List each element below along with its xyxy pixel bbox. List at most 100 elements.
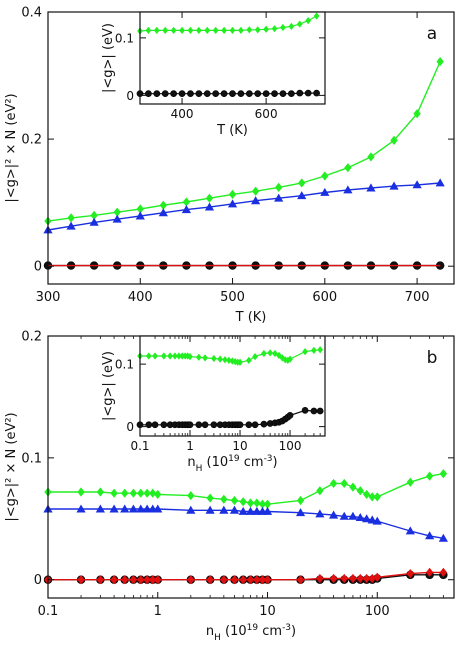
data-point-blue [153,504,163,513]
data-point-red [296,575,305,585]
data-point-green [253,498,261,508]
x-tick-label: 100 [365,604,390,619]
data-point-green [149,488,157,498]
data-point-green [263,25,270,33]
data-point-green [137,488,145,498]
data-point-blue [438,533,448,542]
data-point-green [182,197,191,207]
data-point-green [222,356,228,364]
x-tick-label: 0.1 [38,604,59,619]
data-point-green [406,477,415,487]
data-point-green [220,494,228,504]
data-point-blue [355,512,365,522]
data-point-red [121,575,129,585]
data-point-green [187,26,194,34]
data-point-green [439,469,448,479]
data-point-green [413,109,421,119]
data-point-green [110,488,118,498]
data-point-green [217,355,224,363]
x-tick-label: 1 [186,439,194,453]
data-point-red [368,573,376,584]
series-line-black [140,92,317,95]
data-point-green [239,497,247,507]
data-point-blue [297,191,307,200]
data-point-blue [343,185,353,194]
y-tick-label: 0.1 [21,451,42,466]
data-point-green [245,356,252,364]
data-point-red [373,572,381,582]
data-point-green [246,498,255,508]
data-point-black [286,412,294,419]
data-point-green [160,352,167,360]
data-point-red [425,567,434,578]
series-line-green [48,473,444,505]
data-point-blue [315,509,325,518]
data-point-green [251,186,260,196]
x-tick-label: 600 [312,290,337,305]
data-point-black [145,90,152,98]
data-point-green [172,352,178,360]
data-point-green [321,171,329,181]
x-tick-label: 600 [255,107,278,121]
data-point-green [205,193,214,203]
data-point-red [362,573,371,584]
data-point-green [302,348,308,356]
x-tick-label: 0.1 [130,439,149,453]
data-point-red [137,575,145,585]
data-point-black [237,90,245,98]
data-point-green [176,352,182,360]
panel-label: a [427,24,437,44]
data-point-green [228,189,237,199]
inset-background [140,336,325,436]
data-point-black [296,89,304,97]
data-point-green [154,489,162,500]
data-point-red [263,575,272,585]
data-point-green [373,492,381,502]
data-point-black [210,421,218,429]
data-point-blue [76,504,86,513]
data-point-blue [274,193,284,202]
x-tick-label: 400 [128,290,153,305]
data-point-black [153,90,161,98]
data-point-green [179,26,185,34]
data-point-blue [95,504,105,513]
y-axis-label: |<g>|² × N (eV²) [4,412,19,521]
data-point-black [262,90,270,98]
x-tick-label: 100 [279,439,302,453]
data-point-black [229,90,236,98]
data-point-green [316,486,324,496]
data-point-green [67,213,75,223]
data-point-red [110,575,118,585]
data-point-black [220,90,228,98]
data-point-green [113,207,121,217]
data-point-black [271,90,278,98]
data-point-green [252,353,258,361]
inset-x-axis-label: T (K) [216,123,248,138]
y-tick-label: 0.2 [21,133,42,148]
data-point-black [145,421,153,429]
y-axis-label: |<g>|² × N (eV²) [4,93,19,202]
y-tick-label: 0 [34,260,42,275]
data-point-green [390,135,398,145]
x-tick-label: 10 [259,604,276,619]
data-point-blue [227,199,238,208]
data-point-red [206,575,214,585]
y-tick-label: 0.1 [115,358,134,372]
data-point-green [162,26,169,34]
data-point-blue [372,516,382,525]
data-point-blue [362,514,372,523]
data-point-green [258,499,267,509]
series-line-blue [47,182,441,231]
data-point-blue [135,211,145,220]
data-point-green [254,26,261,34]
data-point-blue [366,183,376,192]
data-point-green [206,493,214,503]
data-point-red [246,575,255,585]
data-point-green [143,488,151,498]
data-point-green [153,26,160,34]
y-tick-label: 0 [34,573,42,588]
data-point-black [178,90,186,98]
data-point-red [220,575,228,585]
data-point-green [246,26,253,34]
data-point-blue [238,506,248,515]
